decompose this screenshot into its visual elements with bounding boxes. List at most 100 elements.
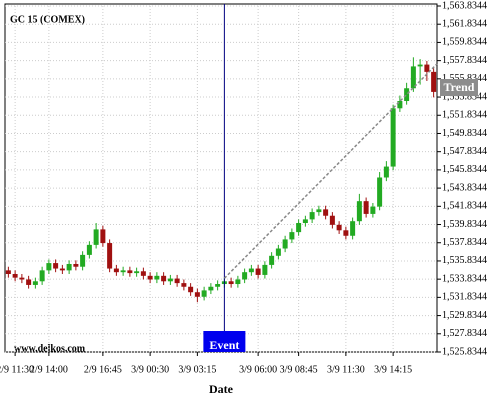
candle-body xyxy=(140,271,146,276)
y-tick-label: 1,543.8344 xyxy=(442,182,487,193)
candle-body xyxy=(174,278,180,284)
candle-body xyxy=(404,88,410,102)
y-tick-label: 1,563.8344 xyxy=(442,0,487,11)
y-tick-label: 1,561.8344 xyxy=(442,19,487,30)
candle-body xyxy=(323,209,329,216)
candle-body xyxy=(262,264,268,275)
candle-body xyxy=(66,263,72,271)
candle-body xyxy=(255,268,261,275)
plot-frame xyxy=(4,3,438,353)
candle-body xyxy=(93,229,99,245)
y-tick-label: 1,559.8344 xyxy=(442,37,487,48)
candle-body xyxy=(208,286,214,291)
candle-body xyxy=(46,263,52,271)
candle-body xyxy=(370,206,376,214)
trend-line xyxy=(223,63,438,279)
candle-body xyxy=(73,263,79,267)
x-axis-label: Date xyxy=(209,382,234,396)
y-tick-label: 1,537.8344 xyxy=(442,237,487,248)
candle-body xyxy=(377,177,383,207)
candle-body xyxy=(363,201,369,214)
candle-body xyxy=(100,229,106,244)
candle-body xyxy=(167,278,173,282)
candle-body xyxy=(397,101,403,109)
candle-body xyxy=(134,271,140,274)
y-tick-label: 1,531.8344 xyxy=(442,292,487,303)
candle-body xyxy=(343,230,349,236)
candle-body xyxy=(53,263,59,269)
y-tick-label: 1,525.8344 xyxy=(442,346,487,357)
y-tick-label: 1,541.8344 xyxy=(442,201,487,212)
candle-body xyxy=(309,212,315,220)
x-tick-label: 3/9 03:15 xyxy=(178,364,216,375)
chart-title: GC 15 (COMEX) xyxy=(10,14,85,25)
candle-body xyxy=(289,232,295,240)
candle-body xyxy=(242,272,248,280)
candle-body xyxy=(86,244,92,255)
x-tick-label: 3/9 14:15 xyxy=(374,364,412,375)
candle-body xyxy=(154,275,160,280)
candle-body xyxy=(80,254,86,267)
event-label: Event xyxy=(209,338,239,352)
candle-body xyxy=(113,268,119,273)
y-tick-label: 1,529.8344 xyxy=(442,310,487,321)
candle-body xyxy=(181,283,187,287)
candle-body xyxy=(19,277,25,280)
candle-body xyxy=(5,270,11,275)
y-tick-label: 1,549.8344 xyxy=(442,128,487,139)
candle-body xyxy=(59,268,65,271)
candle-body xyxy=(12,274,18,278)
candle-body xyxy=(32,281,38,285)
candle-body xyxy=(275,248,281,256)
candle-body xyxy=(329,215,335,225)
event-box xyxy=(203,331,246,352)
candle-body xyxy=(194,292,200,297)
candle-body xyxy=(120,270,126,273)
candle-body xyxy=(356,201,362,222)
candle-body xyxy=(302,219,308,224)
trend-label: Trend xyxy=(444,80,475,94)
candle-body xyxy=(248,268,254,273)
candle-body xyxy=(147,275,153,280)
candle-body xyxy=(235,279,241,285)
candle-body xyxy=(336,224,342,231)
x-tick-label: 3/9 11:30 xyxy=(327,364,365,375)
x-tick-label: 3/9 00:30 xyxy=(131,364,169,375)
candle-body xyxy=(39,270,45,282)
candle-body xyxy=(161,275,167,282)
y-tick-label: 1,533.8344 xyxy=(442,273,487,284)
y-tick-label: 1,553.8344 xyxy=(442,91,487,102)
y-tick-label: 1,555.8344 xyxy=(442,73,487,84)
candle-body xyxy=(188,286,194,293)
candle-body xyxy=(410,66,416,89)
x-tick-label: 3/9 06:00 xyxy=(239,364,277,375)
candle-body xyxy=(26,279,32,285)
candle-body xyxy=(107,243,113,269)
y-tick-label: 1,557.8344 xyxy=(442,55,487,66)
candle-body xyxy=(269,255,275,265)
candle-body xyxy=(201,290,207,297)
candle-body xyxy=(316,209,322,213)
y-tick-label: 1,551.8344 xyxy=(442,110,487,121)
trend-box xyxy=(440,79,478,96)
x-tick-label: 2/9 14:00 xyxy=(30,364,68,375)
y-tick-label: 1,547.8344 xyxy=(442,146,487,157)
candle-body xyxy=(350,221,356,236)
y-tick-label: 1,545.8344 xyxy=(442,164,487,175)
y-tick-label: 1,527.8344 xyxy=(442,328,487,339)
candle-body xyxy=(390,108,396,167)
y-tick-label: 1,535.8344 xyxy=(442,255,487,266)
watermark: www.delkos.com xyxy=(14,343,86,354)
candle-body xyxy=(431,71,437,92)
candle-body xyxy=(127,270,133,274)
x-tick-label: 3/9 08:45 xyxy=(280,364,318,375)
candle-body xyxy=(417,64,423,67)
candle-body xyxy=(424,64,430,72)
candle-body xyxy=(228,281,234,285)
x-tick-label: 2/9 11:30 xyxy=(0,364,34,375)
y-tick-label: 1,539.8344 xyxy=(442,219,487,230)
candle-body xyxy=(282,239,288,249)
x-tick-label: 2/9 16:45 xyxy=(84,364,122,375)
candle-body xyxy=(383,166,389,178)
